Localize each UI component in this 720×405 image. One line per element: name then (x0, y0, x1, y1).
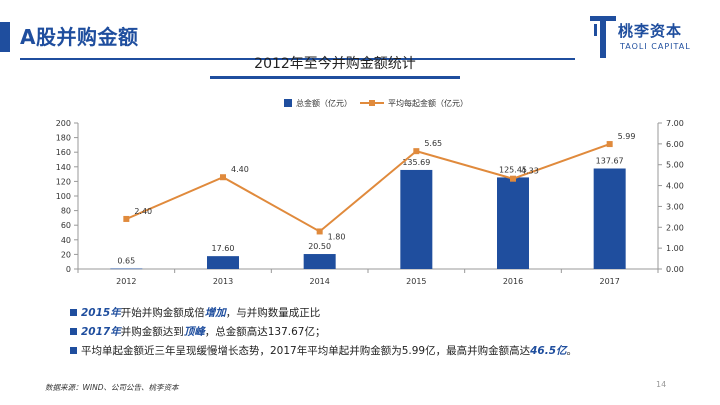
bullet-text: 并购金额达到 (120, 326, 184, 338)
line-point (413, 148, 420, 155)
bar-data-label: 137.67 (596, 157, 624, 166)
bullet-square-icon (70, 308, 77, 316)
y-right-tick-label: 2.00 (666, 223, 684, 232)
y-right-tick-label: 3.00 (666, 202, 684, 211)
line-data-label: 5.99 (618, 132, 636, 141)
legend-bar-swatch (284, 99, 292, 107)
bar-data-label: 0.65 (117, 257, 135, 266)
title-accent-bar (0, 22, 10, 52)
bar-data-label: 135.69 (402, 158, 430, 167)
y-right-tick-label: 1.00 (666, 244, 684, 253)
y-right-tick-label: 4.00 (666, 182, 684, 191)
y-left-tick-label: 120 (56, 177, 71, 186)
y-left-tick-label: 160 (56, 148, 71, 157)
logo: 桃李资本 TAOLI CAPITAL (588, 12, 698, 62)
combo-chart: 0 20 40 60 80 100 120 140 160 180 200 0.00 1.00 2.00 3… (56, 98, 684, 286)
chart-title: 2012年至今并购金额统计 (210, 52, 460, 79)
legend-bar-label: 总金额（亿元） (296, 98, 352, 108)
data-source-note: 数据来源：WIND、公司公告、桃李资本 (45, 383, 179, 392)
x-tick-label: 2017 (599, 277, 619, 286)
bullet-item: 2017年并购金额达到顶峰，总金额高达137.67亿； (70, 323, 690, 342)
logo-mark-icon (590, 16, 616, 58)
y-left-tick-label: 0 (66, 265, 71, 274)
y-right-tick-label: 5.00 (666, 161, 684, 170)
bullet-highlight: 2017年 (81, 326, 121, 338)
line-point (123, 215, 130, 222)
y-right-tick-label: 7.00 (666, 119, 684, 128)
line-data-label: 4.40 (231, 165, 249, 174)
bar-data-label: 20.50 (308, 242, 331, 251)
y-left-tick-label: 100 (56, 192, 71, 201)
y-left-tick-label: 60 (61, 221, 71, 230)
y-right-tick-label: 6.00 (666, 140, 684, 149)
y-left-tick-label: 20 (61, 250, 71, 259)
legend-line-marker (369, 100, 375, 106)
slide-title: A股并购金额 (20, 25, 139, 49)
x-tick-label: 2016 (503, 277, 523, 286)
line-data-label: 4.33 (521, 167, 539, 176)
bullet-text: 。 (566, 345, 578, 357)
x-tick-label: 2012 (116, 277, 136, 286)
bullet-item: 2015年开始并购金额成倍增加，与并购数量成正比 (70, 304, 690, 323)
y-left-tick-label: 40 (61, 236, 71, 245)
line-point (510, 175, 516, 182)
bar-data-label: 17.60 (212, 244, 235, 253)
bullet-list: 2015年开始并购金额成倍增加，与并购数量成正比 2017年并购金额达到顶峰，总… (70, 304, 690, 361)
bar (400, 169, 433, 269)
bullet-highlight: 46.5亿 (530, 345, 567, 357)
bullet-text: ，与并购数量成正比 (225, 307, 321, 319)
legend-line-label: 平均每起金额（亿元） (388, 98, 468, 108)
x-tick-label: 2014 (309, 277, 329, 286)
y-left-tick-label: 140 (56, 163, 71, 172)
line-data-label: 5.65 (424, 139, 442, 148)
bar (207, 256, 239, 269)
bullet-highlight: 顶峰 (183, 326, 205, 338)
bullet-square-icon (70, 327, 77, 335)
bullet-text: 开始并购金额成倍 (120, 307, 205, 319)
bullet-highlight: 2015年 (81, 307, 121, 319)
line-data-label: 1.80 (328, 232, 346, 241)
line-point (220, 174, 226, 181)
logo-name: 桃李资本 (618, 22, 683, 40)
bullet-item: 平均单起金额近三年呈现缓慢增长态势，2017年平均单起并购金额为5.99亿，最高… (70, 342, 690, 361)
y-left-tick-label: 200 (56, 119, 71, 128)
bullet-text: 平均单起金额近三年呈现缓慢增长态势，2017年平均单起并购金额为5.99亿，最高… (81, 345, 531, 357)
bullet-highlight: 增加 (204, 307, 226, 319)
page-number: 14 (656, 380, 667, 389)
bullet-square-icon (70, 346, 77, 354)
bar (593, 168, 626, 269)
bar (110, 268, 143, 270)
bullet-text: ，总金额高达137.67亿； (204, 326, 326, 338)
logo-subtitle: TAOLI CAPITAL (620, 42, 691, 51)
average-line (125, 143, 611, 233)
header-divider (20, 58, 575, 60)
line-point (316, 228, 323, 235)
x-tick-label: 2015 (406, 277, 426, 286)
bar (497, 177, 529, 269)
bar (303, 254, 336, 269)
bar-data-label: 125.45 (499, 165, 527, 174)
x-tick-label: 2013 (213, 277, 233, 286)
line-point (606, 141, 613, 148)
y-left-tick-label: 80 (61, 207, 71, 216)
y-left-tick-label: 180 (56, 134, 71, 143)
y-right-tick-label: 0.00 (666, 265, 684, 274)
line-data-label: 2.40 (134, 207, 152, 216)
